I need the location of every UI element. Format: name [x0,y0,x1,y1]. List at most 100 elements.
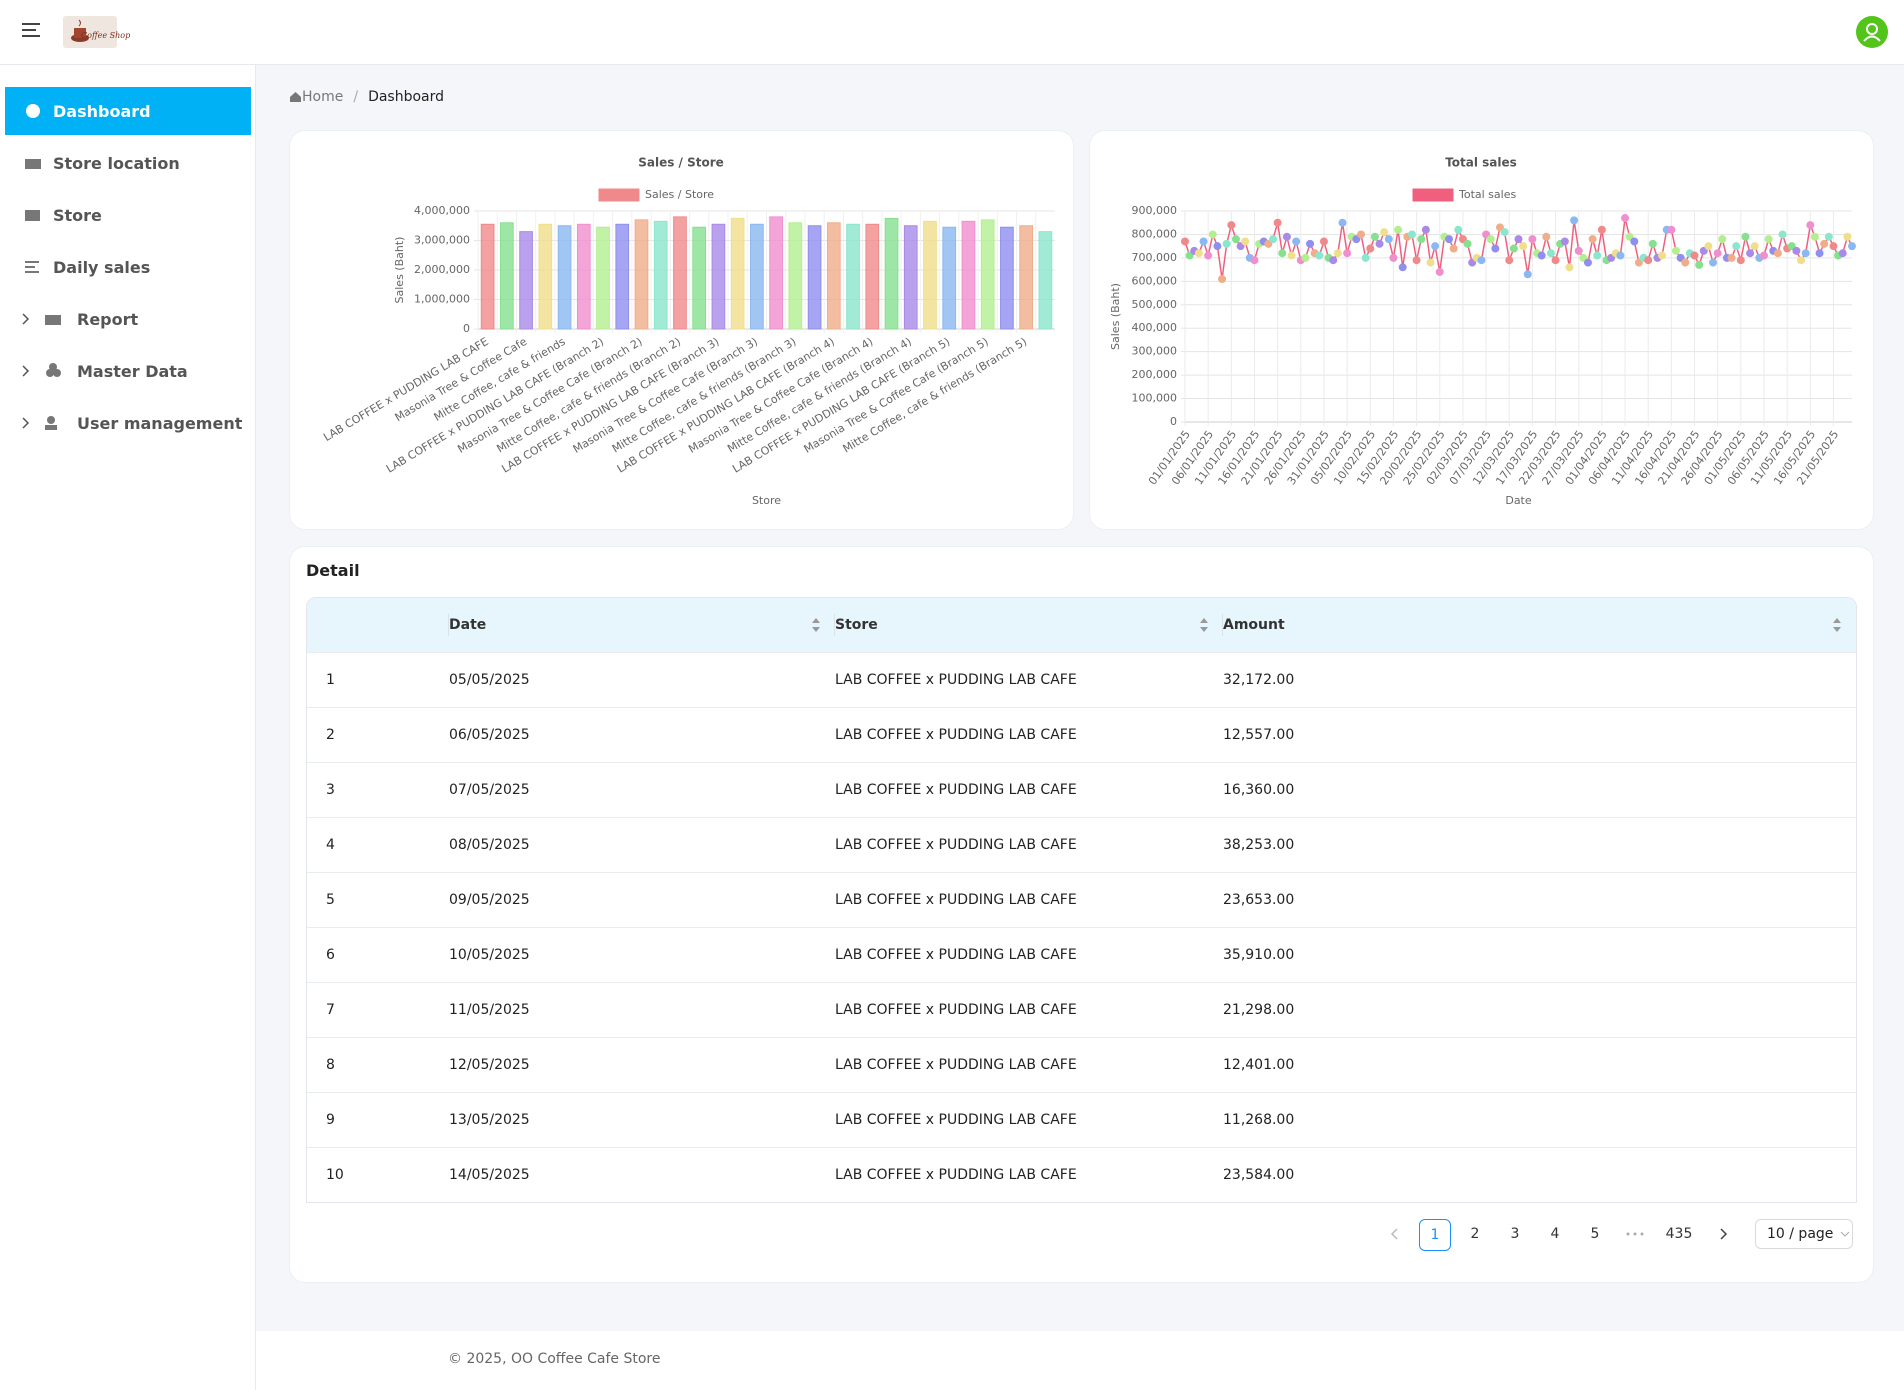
bar [711,223,726,330]
table-cell: 23,584.00 [1223,1166,1295,1183]
table-cell: 9 [326,1111,335,1128]
logo-text: Coffee Shop [81,31,131,40]
menu-item[interactable]: Dashboard [5,87,251,135]
row-divider [307,872,1856,873]
point [1431,242,1440,251]
menu-item[interactable]: Store [5,191,251,239]
point [1519,242,1528,251]
table-cell: 13/05/2025 [449,1111,530,1128]
menu-label: Report [77,309,139,329]
point [1306,239,1315,248]
menu-item[interactable]: Master Data [5,347,251,395]
row-divider [307,982,1856,983]
bar [961,220,976,330]
point [1838,249,1847,258]
logo[interactable]: Coffee Shop [63,16,130,48]
bar [980,219,995,330]
point [1560,237,1569,246]
chart-title: Sales / Store [638,156,724,170]
point [1681,258,1690,267]
y-tick-label: 100,000 [1132,392,1178,405]
point [1551,256,1560,265]
menu-item[interactable]: Daily sales [5,243,251,291]
point [1667,225,1676,234]
y-tick-label: 3,000,000 [414,234,470,247]
point [1449,244,1458,253]
table-cell: 11/05/2025 [449,1001,530,1018]
row-divider [307,707,1856,708]
legend-label: Sales / Store [645,188,714,201]
chart-title: Total sales [1445,156,1517,170]
sort-icon[interactable] [1832,617,1842,633]
point [1810,232,1819,241]
menu-label: User management [77,413,243,433]
point [1477,256,1486,265]
table-cell: 3 [326,781,335,798]
user-avatar[interactable] [1856,16,1888,48]
point [1797,256,1806,265]
point [1699,246,1708,255]
point [1329,256,1338,265]
bar [750,223,764,330]
table-cell: LAB COFFEE x PUDDING LAB CAFE [835,1111,1077,1128]
point [1301,253,1310,262]
top-bar: Coffee Shop [0,0,1904,65]
page-button[interactable]: 3 [1510,1226,1520,1242]
point [1848,242,1856,251]
page-button[interactable]: 4 [1550,1226,1560,1242]
point [1801,249,1810,258]
row-divider [307,817,1856,818]
point [1241,237,1250,246]
point [1389,253,1398,262]
row-divider [307,652,1856,653]
sort-icon[interactable] [1199,617,1209,633]
menu-label: Master Data [77,361,188,381]
page-button[interactable]: 5 [1590,1226,1600,1242]
menu-item[interactable]: Store location [5,139,251,187]
bar [519,231,533,330]
chart-card: Sales / Store Sales / Store 0 1,000,000 2,00… [289,130,1074,530]
row-divider [307,927,1856,928]
menu-label: Store location [53,153,180,173]
menu-item[interactable]: Report [5,295,251,343]
menu-item[interactable]: User management [5,399,251,447]
menu-label: Daily sales [53,257,151,277]
point [1718,235,1727,244]
table-cell: 23,653.00 [1223,891,1295,908]
prev-page[interactable] [1388,1226,1402,1242]
point [1546,249,1555,258]
bar [884,217,899,330]
column-header: Date [449,617,487,633]
page-button[interactable]: 1 [1419,1219,1451,1251]
page-button[interactable]: 2 [1470,1226,1480,1242]
y-axis-title: Sales (Baht) [1109,283,1122,350]
point [1315,251,1324,260]
menu-toggle[interactable] [22,22,42,40]
bar [1019,225,1033,330]
chart-card: Total sales Total sales 0 100,000 200,000 300… [1089,130,1874,530]
page-ellipsis[interactable] [1620,1226,1650,1242]
table-cell: LAB COFFEE x PUDDING LAB CAFE [835,671,1077,688]
point [1537,251,1546,260]
point [1454,225,1463,234]
table-cell: 21,298.00 [1223,1001,1295,1018]
point [1445,235,1454,244]
point [1583,258,1592,267]
point [1690,251,1699,260]
sort-icon[interactable] [811,617,821,633]
line-chart: Total sales Total sales 0 100,000 200,000 300… [1109,156,1856,507]
table-cell: 6 [326,946,335,963]
table-cell: 10 [326,1166,344,1183]
table-cell: 2 [326,726,335,743]
page-size-select[interactable]: 10 / page [1755,1219,1853,1249]
point [1398,263,1407,272]
breadcrumb-link[interactable]: Home [302,89,344,105]
page-button[interactable]: 435 [1665,1226,1693,1242]
table-cell: 38,253.00 [1223,836,1295,853]
point [1468,258,1477,267]
point [1648,239,1657,248]
point [1292,237,1301,246]
y-tick-label: 1,000,000 [414,293,470,306]
next-page[interactable] [1716,1226,1730,1242]
bar [500,222,514,330]
